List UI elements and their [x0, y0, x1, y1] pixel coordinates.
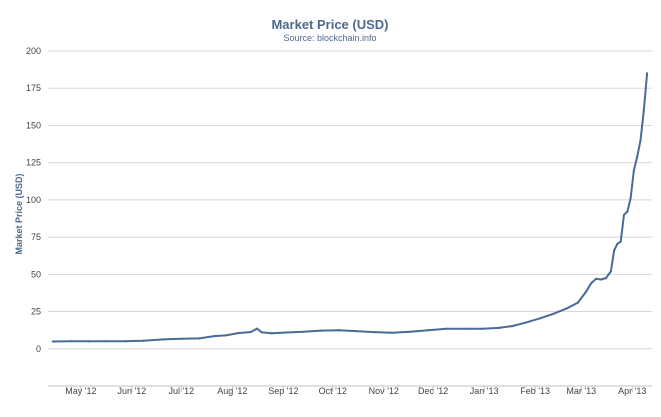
data-point [552, 312, 555, 315]
data-point [481, 327, 484, 330]
data-point [646, 72, 649, 75]
x-tick-label: Mar '13 [566, 386, 596, 396]
data-point [260, 331, 264, 334]
x-tick-label: Oct '12 [319, 386, 347, 396]
data-point [510, 325, 514, 328]
data-point [162, 338, 165, 341]
data-point [338, 329, 341, 332]
data-point [285, 331, 288, 334]
data-point [198, 337, 201, 340]
data-point [390, 331, 394, 334]
y-tick-label: 75 [31, 232, 41, 242]
x-tick-label: Feb '13 [520, 386, 550, 396]
data-point [320, 329, 323, 332]
y-tick-label: 200 [26, 46, 41, 56]
y-axis-label: Market Price (USD) [14, 173, 24, 254]
data-point [539, 317, 542, 320]
data-point [576, 301, 580, 304]
y-tick-label: 125 [26, 158, 41, 168]
data-point [626, 210, 629, 213]
data-point [372, 331, 375, 334]
data-point [255, 327, 259, 330]
x-tick-label: Nov '12 [369, 386, 399, 396]
x-axis-ticks: May '12 Jun '12 Jul '12 Aug '12 Sep '12 Oct '… [65, 386, 646, 396]
grid-lines [48, 50, 652, 350]
data-point [180, 337, 183, 340]
data-point [427, 329, 430, 332]
x-tick-label: Sep '12 [268, 386, 298, 396]
data-point [142, 339, 145, 342]
series-layer [51, 72, 649, 343]
data-point [445, 327, 448, 330]
data-point [616, 242, 619, 245]
data-point [88, 340, 91, 343]
data-point [619, 240, 622, 243]
data-point [224, 334, 227, 337]
data-point [104, 340, 107, 343]
data-point [585, 290, 588, 293]
chart-subtitle: Source: blockchain.info [283, 33, 376, 43]
x-tick-label: May '12 [65, 386, 96, 396]
market-price-series-line [52, 73, 649, 343]
data-point [632, 169, 636, 172]
data-point [270, 332, 273, 335]
y-tick-label: 50 [31, 269, 41, 279]
data-point [629, 197, 632, 200]
y-tick-label: 100 [26, 195, 41, 205]
data-point [590, 282, 593, 285]
data-point [497, 326, 500, 329]
data-point [609, 270, 613, 273]
data-point [302, 330, 305, 333]
data-point [604, 277, 608, 280]
x-tick-label: Aug '12 [217, 386, 247, 396]
x-tick-label: Jul '12 [168, 386, 194, 396]
data-point [354, 330, 357, 333]
y-tick-label: 150 [26, 120, 41, 130]
data-point [594, 277, 598, 280]
data-point [639, 139, 642, 142]
data-point [463, 327, 466, 330]
data-point [565, 307, 568, 310]
data-point [213, 335, 216, 338]
data-point [642, 109, 645, 112]
data-point [622, 213, 626, 216]
data-point [51, 340, 55, 343]
x-tick-label: Dec '12 [418, 386, 448, 396]
data-point [69, 340, 73, 343]
y-tick-label: 25 [31, 307, 41, 317]
data-point [124, 340, 127, 343]
data-point [599, 278, 603, 281]
y-tick-label: 175 [26, 83, 41, 93]
chart-title: Market Price (USD) [271, 17, 388, 32]
data-point [524, 321, 527, 324]
data-point [237, 331, 240, 335]
x-tick-label: Jun '12 [118, 386, 147, 396]
y-axis-ticks: 0 25 50 75 100 125 150 175 200 [26, 46, 41, 354]
x-tick-label: Apr '13 [618, 386, 646, 396]
y-tick-label: 0 [36, 344, 41, 354]
data-point [613, 249, 616, 252]
x-tick-label: Jan '13 [470, 386, 499, 396]
data-point [636, 155, 639, 158]
data-point [249, 331, 252, 334]
data-point [409, 330, 412, 333]
